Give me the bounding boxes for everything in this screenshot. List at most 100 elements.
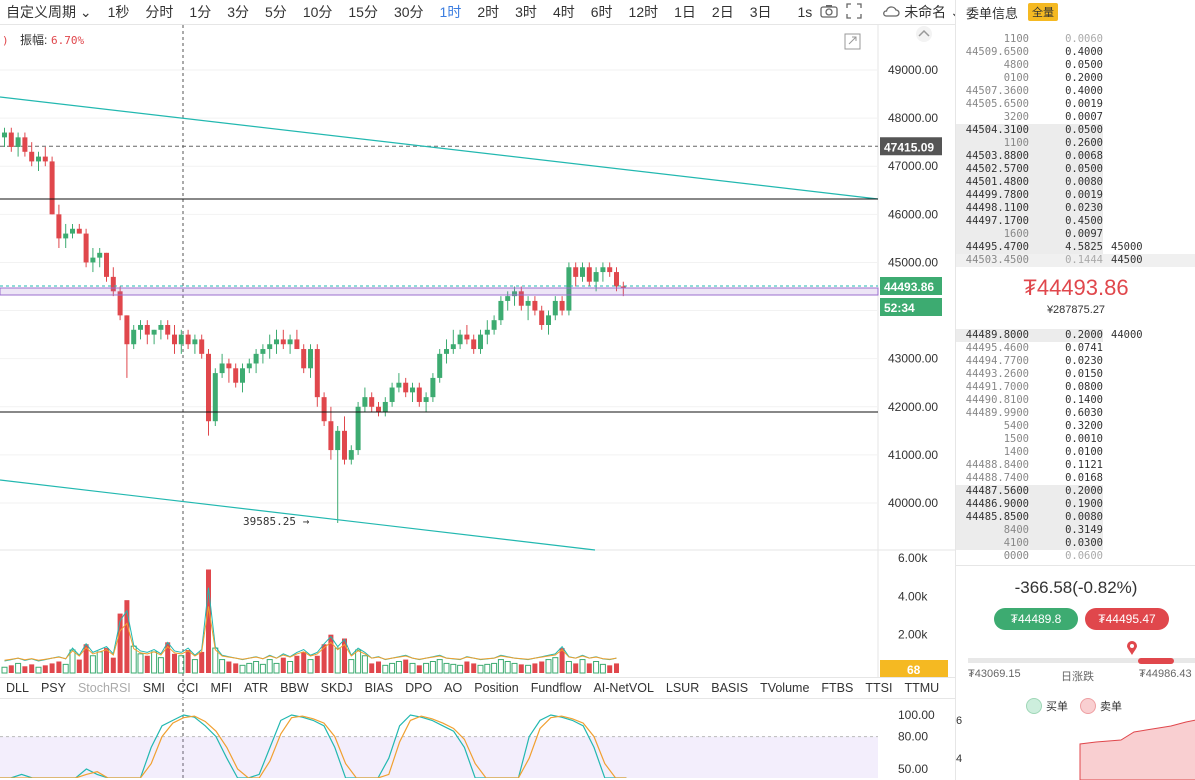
indicator-tab-12[interactable]: Position bbox=[474, 681, 519, 695]
bid-row[interactable]: 44495.4600 0.0741 bbox=[956, 342, 1195, 355]
timeframe-1[interactable]: 分时 bbox=[145, 4, 174, 20]
timeframe-7[interactable]: 30分 bbox=[393, 4, 424, 20]
bid-row[interactable]: 44488.7400 0.0168 bbox=[956, 472, 1195, 485]
timeframe-10[interactable]: 3时 bbox=[515, 4, 537, 20]
full-depth-badge[interactable]: 全量 bbox=[1028, 3, 1058, 21]
ask-row[interactable]: 44507.3600 0.4000 bbox=[956, 85, 1195, 98]
indicator-tab-5[interactable]: MFI bbox=[210, 681, 233, 695]
volume-bar bbox=[376, 661, 381, 673]
bid-row[interactable]: 44488.8400 0.1121 bbox=[956, 459, 1195, 472]
sell-swatch bbox=[1080, 698, 1096, 714]
ask-row[interactable]: 3200 0.0007 bbox=[956, 111, 1195, 124]
volume-bar bbox=[369, 663, 375, 673]
indicator-tab-20[interactable]: TTMU bbox=[904, 681, 940, 695]
day-low: ₮43069.15 bbox=[968, 668, 1021, 680]
timeframe-0[interactable]: 1秒 bbox=[107, 4, 130, 20]
indicator-tab-7[interactable]: BBW bbox=[280, 681, 309, 695]
ask-row[interactable]: 44495.4700 4.5825 45000 bbox=[956, 241, 1195, 254]
ask-row[interactable]: 44509.6500 0.4000 bbox=[956, 46, 1195, 59]
bid-row[interactable]: 44490.8100 0.1400 bbox=[956, 394, 1195, 407]
timeframe-6[interactable]: 15分 bbox=[348, 4, 378, 20]
timeframe-16[interactable]: 3日 bbox=[749, 4, 772, 20]
current-price-badge-bg bbox=[880, 277, 942, 295]
interval-button[interactable]: 1s bbox=[797, 4, 813, 20]
timeframe-13[interactable]: 12时 bbox=[628, 4, 659, 20]
volume-bar bbox=[491, 662, 498, 674]
ask-row[interactable]: 44498.1100 0.0230 bbox=[956, 202, 1195, 215]
bid-row[interactable]: 44486.9000 0.1900 bbox=[956, 498, 1195, 511]
volume-bar bbox=[457, 664, 464, 674]
best-ask-button[interactable]: ₮44495.47 bbox=[1085, 608, 1169, 630]
ask-row[interactable]: 44503.4500 0.1444 44500 bbox=[956, 254, 1195, 267]
indicator-tab-15[interactable]: LSUR bbox=[665, 681, 700, 695]
indicator-tab-2[interactable]: StochRSI bbox=[77, 681, 131, 695]
bid-row[interactable]: 0000 0.0600 bbox=[956, 550, 1195, 563]
timeframe-5[interactable]: 10分 bbox=[302, 4, 333, 20]
collapse-icon[interactable] bbox=[916, 26, 932, 42]
price-chart[interactable]: ) 振幅: 6.70% 39585.25 → 49000.0048000.004… bbox=[0, 25, 955, 778]
expand-icon[interactable] bbox=[844, 33, 861, 50]
fullscreen-icon[interactable] bbox=[846, 2, 862, 22]
indicator-tab-0[interactable]: DLL bbox=[6, 681, 29, 695]
custom-period-dropdown[interactable]: 自定义周期 ⌄ bbox=[0, 2, 100, 22]
timeframe-8[interactable]: 1时 bbox=[439, 4, 462, 20]
bid-row[interactable]: 44489.9900 0.6030 bbox=[956, 407, 1195, 420]
best-bid-button[interactable]: ₮44489.8 bbox=[994, 608, 1078, 630]
indicator-tab-10[interactable]: DPO bbox=[405, 681, 433, 695]
candle-body bbox=[457, 334, 463, 345]
indicator-tab-1[interactable]: PSY bbox=[40, 681, 66, 695]
ask-row[interactable]: 1100 0.2600 bbox=[956, 137, 1195, 150]
bid-row[interactable]: 4100 0.0300 bbox=[956, 537, 1195, 550]
timeframe-3[interactable]: 3分 bbox=[227, 4, 250, 20]
timeframe-4[interactable]: 5分 bbox=[265, 4, 287, 20]
bid-row[interactable]: 8400 0.3149 bbox=[956, 524, 1195, 537]
indicator-tab-16[interactable]: BASIS bbox=[711, 681, 749, 695]
timeframe-15[interactable]: 2日 bbox=[711, 4, 734, 20]
ask-row[interactable]: 44501.4800 0.0080 bbox=[956, 176, 1195, 189]
ask-row[interactable]: 44503.8800 0.0068 bbox=[956, 150, 1195, 163]
indicator-tab-6[interactable]: ATR bbox=[244, 681, 269, 695]
indicator-tab-18[interactable]: FTBS bbox=[821, 681, 854, 695]
indicator-tab-4[interactable]: CCI bbox=[177, 681, 199, 695]
ask-row[interactable]: 1100 0.0060 bbox=[956, 33, 1195, 46]
indicator-tab-9[interactable]: BIAS bbox=[364, 681, 394, 695]
candle-body bbox=[403, 382, 409, 393]
timeframe-12[interactable]: 6时 bbox=[590, 4, 613, 20]
order-price: 44489.9900 bbox=[965, 407, 1029, 419]
bid-row[interactable]: 1500 0.0010 bbox=[956, 433, 1195, 446]
ask-row[interactable]: 44502.5700 0.0500 bbox=[956, 163, 1195, 176]
indicator-tab-19[interactable]: TTSI bbox=[865, 681, 893, 695]
bid-row[interactable]: 5400 0.3200 bbox=[956, 420, 1195, 433]
timeframe-2[interactable]: 1分 bbox=[189, 4, 212, 20]
bid-row[interactable]: 44491.7000 0.0800 bbox=[956, 381, 1195, 394]
indicator-tab-17[interactable]: TVolume bbox=[760, 681, 810, 695]
camera-icon[interactable] bbox=[820, 4, 838, 21]
candle-body bbox=[559, 300, 565, 311]
candle-body bbox=[240, 368, 245, 383]
bid-row[interactable]: 44487.5600 0.2000 bbox=[956, 485, 1195, 498]
timeframe-11[interactable]: 4时 bbox=[552, 4, 575, 20]
ask-row[interactable]: 44505.6500 0.0019 bbox=[956, 98, 1195, 111]
bid-row[interactable]: 44485.8500 0.0080 bbox=[956, 511, 1195, 524]
ask-row[interactable]: 1600 0.0097 bbox=[956, 228, 1195, 241]
volume-bar bbox=[266, 659, 273, 674]
depth-shade bbox=[956, 176, 1103, 189]
bid-row[interactable]: 44489.8000 0.2000 44000 bbox=[956, 329, 1195, 342]
bid-row[interactable]: 44493.2600 0.0150 bbox=[956, 368, 1195, 381]
indicator-tab-14[interactable]: AI-NetVOL bbox=[593, 681, 654, 695]
indicator-tab-8[interactable]: SKDJ bbox=[320, 681, 353, 695]
ask-row[interactable]: 0100 0.2000 bbox=[956, 72, 1195, 85]
bid-row[interactable]: 1400 0.0100 bbox=[956, 446, 1195, 459]
indicator-tab-11[interactable]: AO bbox=[444, 681, 463, 695]
indicator-tab-3[interactable]: SMI bbox=[142, 681, 165, 695]
candle-body bbox=[2, 132, 7, 138]
ask-row[interactable]: 44499.7800 0.0019 bbox=[956, 189, 1195, 202]
bid-row[interactable]: 44494.7700 0.0230 bbox=[956, 355, 1195, 368]
ask-row[interactable]: 44504.3100 0.0500 bbox=[956, 124, 1195, 137]
timeframe-9[interactable]: 2时 bbox=[477, 4, 500, 20]
indicator-tab-13[interactable]: Fundflow bbox=[530, 681, 582, 695]
ask-row[interactable]: 4800 0.0500 bbox=[956, 59, 1195, 72]
candle-body bbox=[355, 406, 361, 451]
timeframe-14[interactable]: 1日 bbox=[674, 4, 696, 20]
ask-row[interactable]: 44497.1700 0.4500 bbox=[956, 215, 1195, 228]
